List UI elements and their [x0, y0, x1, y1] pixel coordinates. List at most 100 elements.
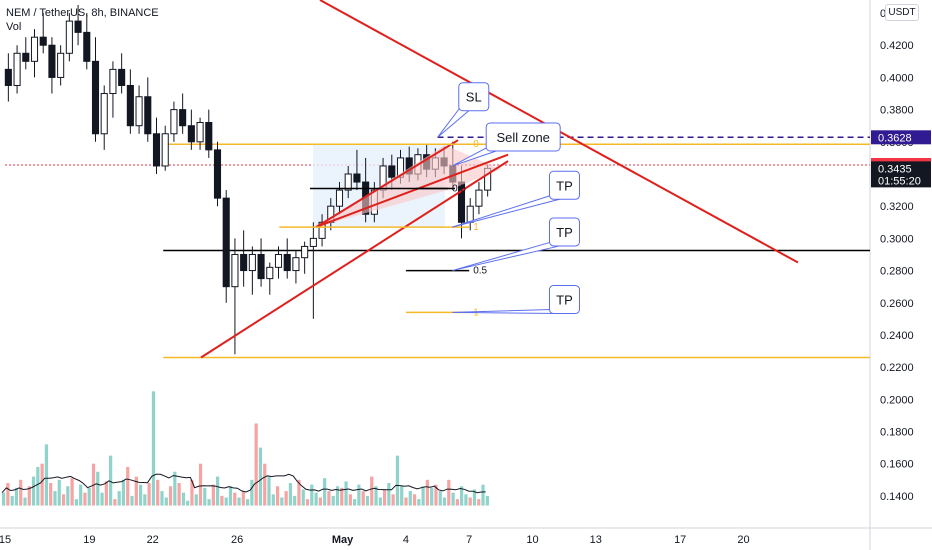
callout-pointer — [452, 194, 560, 228]
volume-bar — [126, 466, 130, 506]
volume-bar — [365, 495, 370, 506]
candle-body — [205, 121, 213, 151]
candle-body — [126, 84, 134, 127]
callout-box — [548, 170, 580, 200]
volume-bar — [305, 499, 310, 506]
candle-body — [109, 68, 117, 95]
volume-bar — [472, 489, 477, 506]
currency-button[interactable]: USDT — [885, 4, 919, 21]
y-tick-label: 0.1600 — [880, 459, 914, 471]
volume-bar — [177, 483, 181, 506]
volume-bar — [138, 484, 143, 506]
volume-bar — [404, 497, 408, 506]
y-tick-label: 0.2400 — [880, 330, 914, 342]
callout-box — [485, 122, 561, 152]
volume-bar — [481, 484, 485, 506]
y-tick-label: 0.3200 — [880, 201, 914, 213]
candle-body — [48, 44, 56, 78]
candle-body — [4, 68, 12, 86]
price-label-text: 0.3628 — [878, 132, 912, 144]
volume-bar — [254, 423, 258, 506]
volume-bar — [49, 483, 53, 506]
candle-body — [475, 189, 483, 207]
volume-bar — [477, 499, 481, 506]
candle-body — [231, 253, 239, 288]
volume-bar — [258, 447, 263, 506]
volume-bar — [430, 487, 434, 506]
volume-bar — [220, 495, 224, 506]
candle-body — [213, 149, 222, 199]
x-tick-label: 19 — [83, 534, 95, 546]
price-label-text: 0.3435 — [878, 163, 912, 175]
x-tick-label: May — [332, 534, 354, 546]
candle-body — [388, 165, 396, 178]
x-tick-label: 26 — [231, 534, 243, 546]
volume-bar — [460, 486, 464, 506]
volume-bar — [96, 471, 100, 506]
x-tick-label: 4 — [403, 534, 409, 546]
volume-bar — [66, 486, 70, 506]
callout-pointer — [437, 106, 470, 138]
trendline-support — [200, 160, 509, 359]
volume-bar — [250, 479, 254, 506]
volume-bar — [464, 494, 468, 506]
volume-bar — [173, 471, 177, 506]
wedge-lower — [315, 153, 509, 229]
volume-bar — [224, 497, 228, 506]
volume-bar — [130, 495, 134, 506]
candle-body — [30, 36, 39, 62]
candle-body — [39, 36, 47, 46]
volume-bar — [160, 491, 164, 506]
volume-bar — [2, 492, 6, 506]
volume-bar — [121, 479, 126, 506]
candle-body — [266, 266, 274, 280]
volume-bar — [113, 499, 117, 506]
volume-bar — [233, 492, 237, 506]
candle-body — [196, 121, 204, 143]
volume-bar — [344, 481, 348, 506]
x-tick-label: 7 — [466, 534, 472, 546]
volume-bar — [104, 481, 108, 506]
volume-bar — [284, 491, 288, 506]
volume-bar — [374, 486, 378, 506]
y-tick-label: 0.2800 — [880, 266, 914, 278]
chart-legend: NEM / TetherUS, 8h, BINANCE Vol — [6, 6, 159, 34]
y-tick-label: 0.4000 — [880, 72, 914, 84]
y-tick-label: 0.2200 — [880, 362, 914, 374]
volume-bar — [237, 497, 241, 506]
volume-bar — [168, 486, 173, 506]
callout-pointer — [452, 309, 560, 315]
volume-bar — [288, 483, 293, 506]
volume-bar — [314, 492, 318, 506]
volume-bar — [44, 444, 49, 506]
volume-bar — [468, 497, 472, 506]
volume-bar — [83, 492, 87, 506]
candle-body — [187, 125, 195, 143]
fib-label: 0 — [473, 139, 479, 150]
volume-bar — [395, 455, 400, 506]
volume-bar — [164, 497, 168, 506]
volume-bar — [246, 499, 250, 506]
volume-bar — [275, 486, 280, 506]
volume-bar — [335, 486, 340, 506]
y-tick-label: 0.1400 — [880, 491, 914, 503]
price-label — [871, 130, 931, 145]
callout-label: Sell zone — [496, 130, 549, 145]
price-label — [871, 161, 931, 188]
volume-bar — [143, 494, 147, 506]
y-tick-label: 0.3000 — [880, 233, 914, 245]
volume-bar — [6, 483, 10, 506]
x-tick-label: 15 — [0, 534, 11, 546]
volume-bar — [147, 483, 151, 506]
volume-bar — [391, 494, 395, 506]
volume-bar — [340, 487, 344, 506]
volume-bar — [10, 495, 14, 506]
candle-body — [161, 133, 169, 167]
volume-bar — [301, 489, 305, 506]
y-tick-label: 0.3800 — [880, 105, 914, 117]
volume-bar — [79, 484, 83, 506]
volume-bar — [53, 491, 57, 506]
volume-bar — [438, 491, 442, 506]
volume-bar — [74, 499, 78, 506]
